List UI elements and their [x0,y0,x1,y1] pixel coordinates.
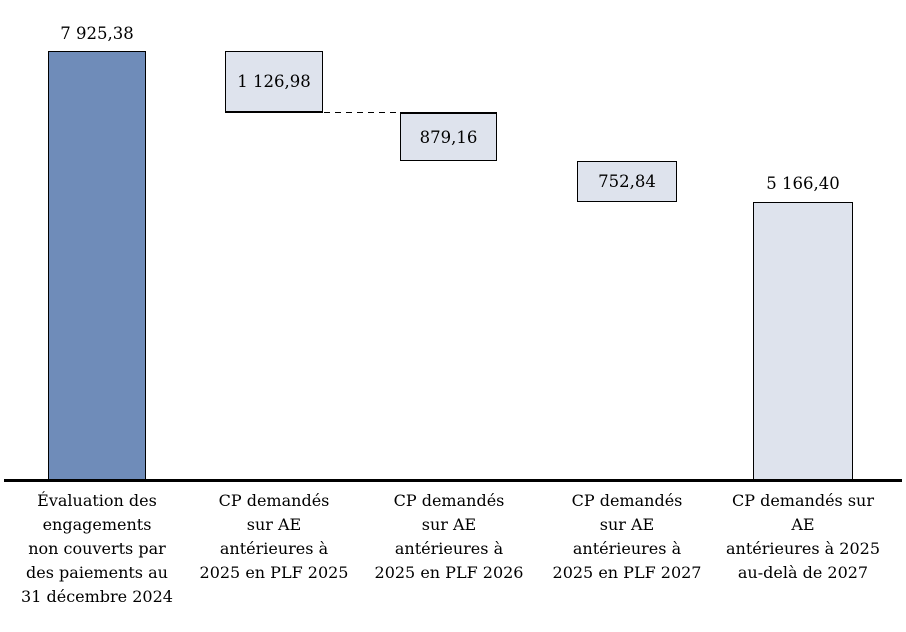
value-label-initial-total: 7 925,38 [60,24,134,43]
floating-box-plf-2026: 879,16 [400,112,497,161]
value-label-plf-2027: 752,84 [598,172,656,191]
value-label-plf-2026: 879,16 [419,127,478,147]
bar-initial-total [48,51,146,480]
dashed-connector [324,111,400,113]
category-label-plf-2026: CP demandés sur AE antérieures à 2025 en… [374,491,524,582]
value-label-beyond-2027: 5 166,40 [766,174,840,193]
value-label-plf-2025: 1 126,98 [237,72,311,91]
category-label-plf-2025: CP demandés sur AE antérieures à 2025 en… [199,491,349,582]
floating-box-plf-2025: 1 126,98 [225,51,323,113]
category-label-initial-total: Évaluation des engagements non couverts … [21,491,173,606]
category-label-beyond-2027: CP demandés sur AE antérieures à 2025 au… [725,491,881,582]
category-label-plf-2027: CP demandés sur AE antérieures à 2025 en… [552,491,702,582]
floating-box-plf-2027: 752,84 [577,161,677,202]
x-axis-line [4,479,902,482]
bar-beyond-2027 [753,202,853,480]
